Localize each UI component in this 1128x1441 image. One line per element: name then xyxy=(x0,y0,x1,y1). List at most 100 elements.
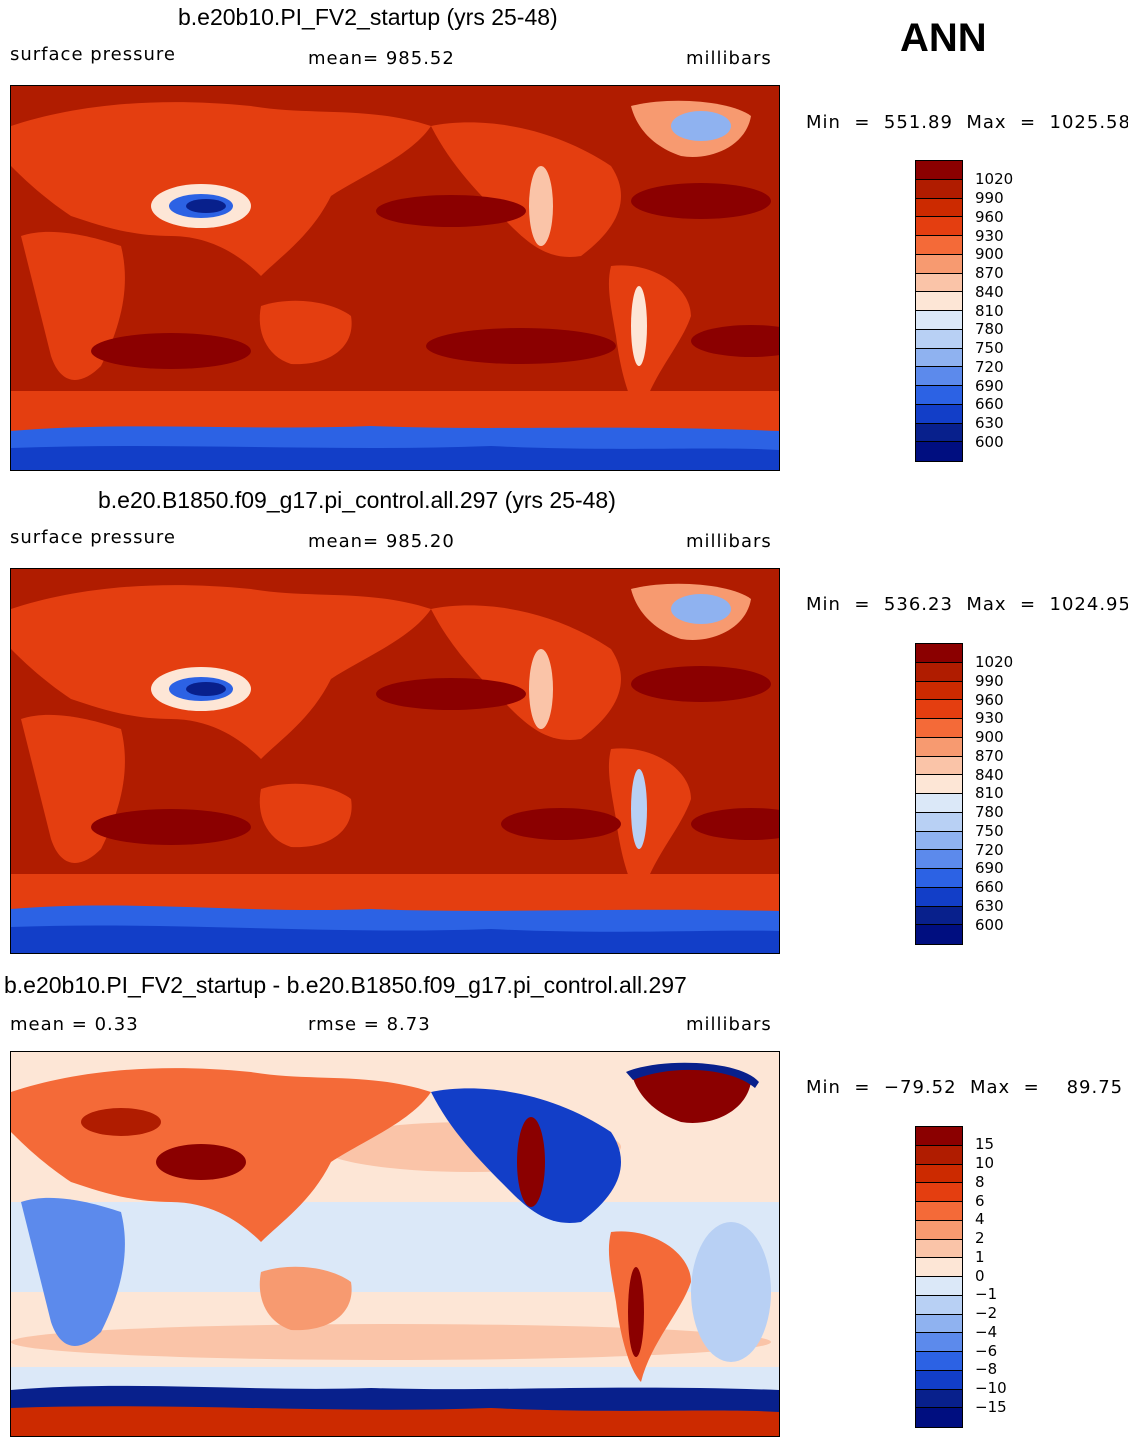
panel-2-colorbar-label: 900 xyxy=(975,728,1004,746)
panel-2-map xyxy=(10,568,780,954)
panel-3-colorbar-swatch xyxy=(916,1352,962,1371)
panel-3-colorbar-swatch xyxy=(916,1220,962,1240)
panel-1-colorbar-label: 810 xyxy=(975,302,1004,320)
panel-1-colorbar-swatch xyxy=(916,329,962,349)
siberia-anomaly xyxy=(81,1108,161,1136)
north-america-landmass xyxy=(431,122,621,257)
panel-2-units-label: millibars xyxy=(686,531,772,552)
panel-2-colorbar-label: 990 xyxy=(975,672,1004,690)
panel-2-colorbar-label: 870 xyxy=(975,747,1004,765)
rockies-anomaly xyxy=(517,1117,545,1207)
south-america-landmass xyxy=(608,748,691,899)
panel-3-minmax: Min = −79.52 Max = 89.75 xyxy=(806,1077,1124,1098)
panel-2-colorbar xyxy=(915,643,963,945)
rockies-high xyxy=(529,649,553,729)
antarctica-interior xyxy=(11,1406,779,1436)
panel-2-colorbar-label: 930 xyxy=(975,709,1004,727)
panel-3-colorbar-label: 2 xyxy=(975,1229,985,1247)
panel-3-rmse-label: rmse = 8.73 xyxy=(308,1014,431,1035)
panel-2-colorbar-swatch xyxy=(916,644,962,663)
andes-high xyxy=(631,769,647,849)
panel-3-colorbar-label: −6 xyxy=(975,1342,998,1360)
panel-2-mean-label: mean= 985.20 xyxy=(308,531,455,552)
panel-1-map-field xyxy=(11,86,779,470)
panel-1-colorbar-swatch xyxy=(916,423,962,443)
greenland-anomaly xyxy=(631,1066,751,1123)
panel-3-colorbar-swatch xyxy=(916,1183,962,1202)
panel-1-colorbar-label: 630 xyxy=(975,414,1004,432)
panel-3-colorbar-label: 1 xyxy=(975,1248,985,1266)
panel-3-colorbar-swatch xyxy=(916,1239,962,1259)
panel-1-colorbar-swatch xyxy=(916,217,962,236)
panel-2-minmax: Min = 536.23 Max = 1024.95 xyxy=(806,594,1128,615)
pacific-high-south xyxy=(501,808,621,840)
greenland-ice xyxy=(671,111,731,141)
panel-3-colorbar-label: 8 xyxy=(975,1173,985,1191)
panel-1-colorbar-label: 660 xyxy=(975,395,1004,413)
panel-2-colorbar-swatch xyxy=(916,719,962,738)
panel-1-colorbar-swatch xyxy=(916,198,962,218)
panel-1-colorbar-label: 750 xyxy=(975,339,1004,357)
panel-2-colorbar-swatch xyxy=(916,812,962,832)
panel-3-colorbar-label: −1 xyxy=(975,1285,998,1303)
panel-2-colorbar-swatch xyxy=(916,906,962,926)
panel-3-map-field xyxy=(11,1052,779,1436)
panel-1-colorbar-label: 720 xyxy=(975,358,1004,376)
panel-3-colorbar-label: −8 xyxy=(975,1360,998,1378)
tibet-core xyxy=(186,199,226,213)
panel-1-colorbar-swatch xyxy=(916,236,962,255)
panel-1-colorbar-label: 990 xyxy=(975,189,1004,207)
panel-1-colorbar xyxy=(915,160,963,462)
panel-3-title: b.e20b10.PI_FV2_startup - b.e20.B1850.f0… xyxy=(4,972,687,998)
tibet-anomaly xyxy=(156,1144,246,1180)
panel-3-colorbar-swatch xyxy=(916,1127,962,1146)
panel-2-colorbar-swatch xyxy=(916,662,962,682)
panel-2-colorbar-swatch xyxy=(916,887,962,907)
panel-2-colorbar-label: 720 xyxy=(975,841,1004,859)
atlantic-high-north xyxy=(631,666,771,702)
panel-3-colorbar-label: 4 xyxy=(975,1210,985,1228)
africa-landmass xyxy=(21,231,125,380)
panel-1-colorbar-label: 690 xyxy=(975,377,1004,395)
panel-3-colorbar-label: −10 xyxy=(975,1379,1007,1397)
panel-3-colorbar-label: −4 xyxy=(975,1323,998,1341)
panel-1-units-label: millibars xyxy=(686,48,772,69)
panel-1-variable-label: surface pressure xyxy=(10,44,176,65)
panel-2-colorbar-swatch xyxy=(916,794,962,813)
panel-1-colorbar-swatch xyxy=(916,442,962,461)
tibet-core xyxy=(186,682,226,696)
panel-2-colorbar-label: 840 xyxy=(975,766,1004,784)
panel-1-colorbar-label: 870 xyxy=(975,264,1004,282)
panel-1-colorbar-label: 600 xyxy=(975,433,1004,451)
panel-3-colorbar-label: 6 xyxy=(975,1192,985,1210)
season-label: ANN xyxy=(900,16,987,60)
panel-1-colorbar-swatch xyxy=(916,386,962,405)
panel-2-colorbar-swatch xyxy=(916,681,962,701)
australia-landmass xyxy=(259,300,352,365)
panel-2-colorbar-swatch xyxy=(916,869,962,888)
panel-2-colorbar-label: 660 xyxy=(975,878,1004,896)
panel-1-colorbar-label: 1020 xyxy=(975,170,1014,188)
pacific-high-north xyxy=(376,195,526,227)
australia-anomaly xyxy=(259,1266,352,1331)
panel-3-colorbar-swatch xyxy=(916,1333,962,1352)
antarctica-plateau xyxy=(11,446,779,470)
east-pacific-negative xyxy=(691,1222,771,1362)
panel-2-colorbar-swatch xyxy=(916,831,962,851)
panel-2-colorbar-swatch xyxy=(916,775,962,794)
panel-2-variable-label: surface pressure xyxy=(10,527,176,548)
panel-3-colorbar-swatch xyxy=(916,1408,962,1427)
panel-1-colorbar-label: 960 xyxy=(975,208,1004,226)
panel-1-colorbar-swatch xyxy=(916,179,962,199)
panel-2-colorbar-label: 690 xyxy=(975,859,1004,877)
panel-1-colorbar-label: 780 xyxy=(975,320,1004,338)
panel-3-colorbar-swatch xyxy=(916,1277,962,1296)
panel-2-colorbar-swatch xyxy=(916,925,962,944)
panel-2-colorbar-swatch xyxy=(916,850,962,869)
panel-3-colorbar-swatch xyxy=(916,1258,962,1277)
panel-3-mean-label: mean = 0.33 xyxy=(10,1014,139,1035)
panel-1-colorbar-swatch xyxy=(916,273,962,293)
panel-3-colorbar-label: 0 xyxy=(975,1267,985,1285)
panel-2-colorbar-label: 780 xyxy=(975,803,1004,821)
panel-2-colorbar-label: 600 xyxy=(975,916,1004,934)
